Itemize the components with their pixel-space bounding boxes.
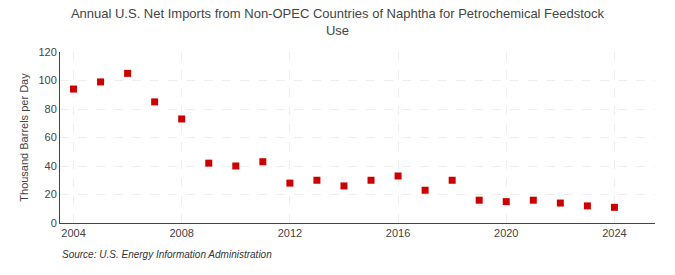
svg-text:2004: 2004 xyxy=(61,227,85,239)
svg-text:120: 120 xyxy=(38,46,56,58)
svg-text:40: 40 xyxy=(45,160,57,172)
svg-text:2020: 2020 xyxy=(494,227,518,239)
svg-text:80: 80 xyxy=(45,103,57,115)
svg-text:100: 100 xyxy=(38,74,56,86)
svg-text:2016: 2016 xyxy=(386,227,410,239)
svg-text:Thousand Barrels per Day: Thousand Barrels per Day xyxy=(18,73,30,202)
svg-text:0: 0 xyxy=(51,217,57,229)
svg-text:20: 20 xyxy=(45,188,57,200)
svg-text:60: 60 xyxy=(45,131,57,143)
svg-text:2024: 2024 xyxy=(602,227,626,239)
svg-text:2008: 2008 xyxy=(169,227,193,239)
svg-text:Source: U.S. Energy Informatio: Source: U.S. Energy Information Administ… xyxy=(62,249,272,260)
svg-text:2012: 2012 xyxy=(278,227,302,239)
svg-text:Annual U.S. Net Imports from N: Annual U.S. Net Imports from Non-OPEC Co… xyxy=(71,6,605,38)
